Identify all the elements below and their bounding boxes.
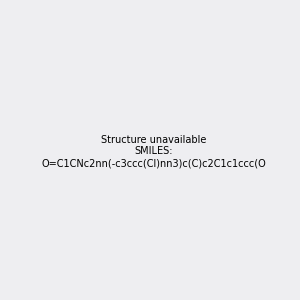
Text: Structure unavailable
SMILES:
O=C1CNc2nn(-c3ccc(Cl)nn3)c(C)c2C1c1ccc(O: Structure unavailable SMILES: O=C1CNc2nn… bbox=[41, 135, 266, 168]
